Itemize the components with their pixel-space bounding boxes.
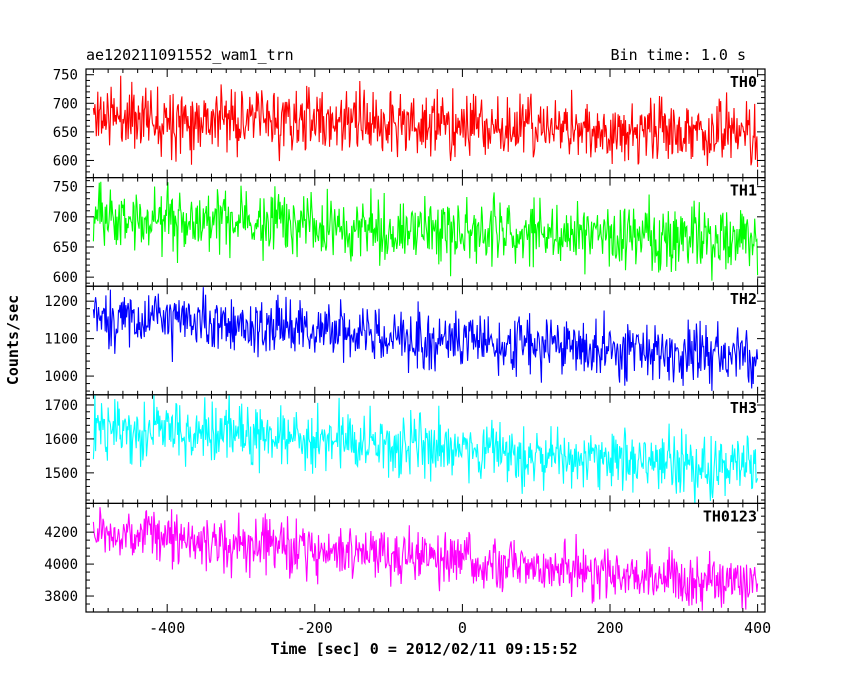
x-tick-label: 0 — [458, 619, 467, 637]
y-axis-label: Counts/sec — [4, 295, 22, 385]
y-tick-label: 750 — [53, 180, 78, 196]
series-line-th0 — [92, 75, 759, 168]
panel-th0: 600 650 700 750 TH0 — [53, 68, 766, 179]
panel-label-th0: TH0 — [730, 73, 757, 91]
panel-label-th0123: TH0123 — [703, 507, 757, 525]
y-tick-label: 3800 — [44, 589, 78, 605]
y-tick-label: 1700 — [44, 398, 78, 414]
panel-th0123: 3800 4000 4200 TH0123 — [44, 502, 766, 613]
series-line-th0123 — [92, 507, 759, 611]
panel-label-th1: TH1 — [730, 182, 757, 200]
series-line-th3 — [92, 394, 759, 504]
x-tick-label: 400 — [744, 619, 771, 637]
y-tick-label: 4000 — [44, 557, 78, 573]
bin-time-label: Bin time: 1.0 s — [611, 46, 746, 64]
y-tick-label: 600 — [53, 153, 78, 169]
y-tick-label: 650 — [53, 125, 78, 141]
x-tick-label: -400 — [149, 619, 185, 637]
panel-th3: 1500 1600 1700 TH3 — [44, 394, 766, 504]
y-tick-label: 600 — [53, 270, 78, 286]
y-tick-label: 1500 — [44, 466, 78, 482]
panel-label-th2: TH2 — [730, 290, 757, 308]
series-line-th2 — [92, 287, 759, 391]
series-line-th1 — [92, 181, 759, 281]
y-tick-label: 1000 — [44, 369, 78, 385]
y-tick-label: 1200 — [44, 294, 78, 310]
y-tick-label: 1100 — [44, 332, 78, 348]
y-tick-label: 700 — [53, 210, 78, 226]
y-tick-label: 1600 — [44, 432, 78, 448]
x-tick-label: 200 — [596, 619, 623, 637]
x-axis-label: Time [sec] 0 = 2012/02/11 09:15:52 — [270, 640, 577, 658]
x-tick-label: -200 — [297, 619, 333, 637]
y-tick-label: 700 — [53, 96, 78, 112]
panel-frame — [85, 502, 766, 613]
y-tick-label: 4200 — [44, 525, 78, 541]
panel-th1: 600 650 700 750 TH1 — [53, 177, 766, 287]
y-tick-label: 650 — [53, 240, 78, 256]
panel-label-th3: TH3 — [730, 399, 757, 417]
chart-title: ae120211091552_wam1_trn — [86, 46, 294, 64]
y-tick-label: 750 — [53, 68, 78, 84]
panel-th2: 1000 1100 1200 TH2 — [44, 285, 766, 396]
panels-group: 600 650 700 750 TH0 600 650 700 750 TH1 1000 1100 12… — [44, 68, 771, 637]
